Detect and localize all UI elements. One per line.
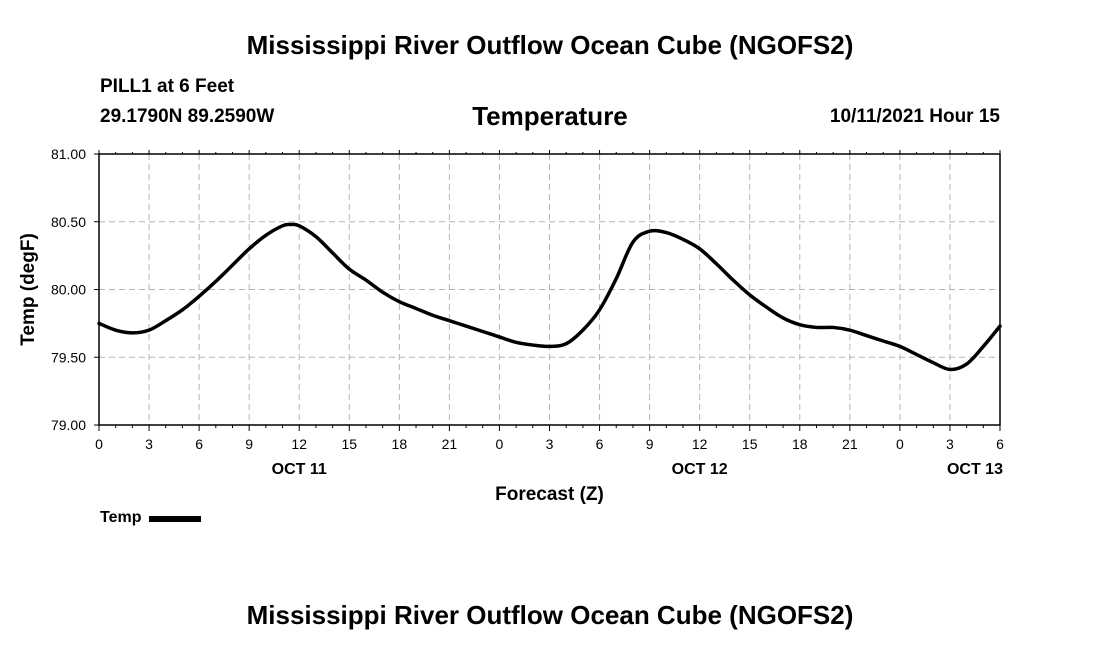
y-axis-title: Temp (degF) xyxy=(18,233,39,346)
y-tick-label: 81.00 xyxy=(51,146,86,162)
x-tick-label: 21 xyxy=(842,436,858,452)
x-date-label: OCT 11 xyxy=(272,461,327,478)
legend: Temp xyxy=(100,509,202,527)
axis-layer: 79.00 79.50 80.00 80.50 81.00 0 3 6 9 12 15 18 21 0 3 6… xyxy=(51,146,1004,478)
x-tick-label: 6 xyxy=(596,436,604,452)
x-tick-label: 15 xyxy=(742,436,758,452)
series-line-temp xyxy=(97,222,1002,372)
coordinates-label: 29.1790N 89.2590W xyxy=(100,106,275,127)
x-tick-label: 21 xyxy=(442,436,458,452)
x-date-label: OCT 13 xyxy=(947,461,1003,478)
footer-title: Mississippi River Outflow Ocean Cube (NG… xyxy=(246,600,854,630)
x-tick-label: 0 xyxy=(896,436,904,452)
x-tick-label: 6 xyxy=(996,436,1004,452)
series-layer xyxy=(97,222,1002,372)
x-tick-label: 6 xyxy=(195,436,203,452)
x-tick-label: 0 xyxy=(496,436,504,452)
x-tick-label: 18 xyxy=(792,436,808,452)
x-tick-label: 9 xyxy=(245,436,253,452)
legend-label: Temp xyxy=(100,509,142,526)
x-axis-title: Forecast (Z) xyxy=(495,484,604,505)
x-tick-label: 3 xyxy=(946,436,954,452)
y-tick-label: 80.00 xyxy=(51,282,86,298)
main-title: Mississippi River Outflow Ocean Cube (NG… xyxy=(246,30,854,60)
x-tick-label: 12 xyxy=(692,436,708,452)
x-tick-label: 9 xyxy=(646,436,654,452)
chart-title: Temperature xyxy=(472,101,628,131)
y-tick-label: 79.00 xyxy=(51,417,86,433)
y-tick-label: 79.50 xyxy=(51,349,86,365)
timestamp-label: 10/11/2021 Hour 15 xyxy=(829,106,1000,127)
x-date-label: OCT 12 xyxy=(672,461,728,478)
x-tick-label: 0 xyxy=(95,436,103,452)
x-tick-label: 18 xyxy=(392,436,408,452)
station-label: PILL1 at 6 Feet xyxy=(100,76,235,97)
x-tick-label: 15 xyxy=(341,436,357,452)
grid-layer xyxy=(99,154,1000,425)
x-tick-label: 3 xyxy=(145,436,153,452)
y-tick-label: 80.50 xyxy=(51,214,86,230)
x-tick-label: 12 xyxy=(291,436,307,452)
x-tick-label: 3 xyxy=(546,436,554,452)
legend-line-swatch xyxy=(149,516,202,522)
